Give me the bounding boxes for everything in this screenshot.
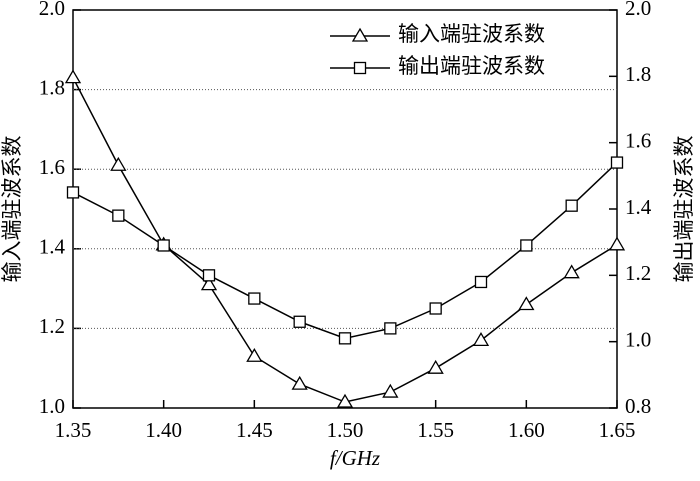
- square-marker: [565, 199, 578, 212]
- triangle-marker: [246, 347, 263, 362]
- square-marker: [293, 315, 306, 328]
- x-tick-label: 1.55: [417, 418, 454, 442]
- y2-tick-label: 2.0: [625, 0, 651, 20]
- square-marker: [202, 269, 216, 282]
- square-marker: [112, 209, 125, 222]
- x-tick-label: 1.60: [508, 418, 545, 442]
- y-tick-label: 1.4: [39, 235, 66, 259]
- y2-tick-label: 1.6: [625, 128, 651, 152]
- triangle-marker: [110, 156, 127, 171]
- square-marker: [429, 302, 442, 315]
- triangle-marker: [608, 236, 626, 251]
- triangle-marker: [336, 393, 354, 408]
- x-tick-label: 1.45: [236, 418, 273, 442]
- y-tick-label: 1.6: [39, 155, 65, 179]
- y2-tick-label: 1.2: [625, 261, 651, 285]
- square-marker: [520, 239, 533, 252]
- triangle-marker: [200, 276, 218, 291]
- square-marker: [338, 332, 352, 345]
- y-axis-label: 输入端驻波系数: [0, 136, 24, 283]
- triangle-marker: [382, 383, 399, 398]
- y-tick-label: 1.8: [39, 75, 65, 99]
- x-tick-label: 1.65: [599, 418, 636, 442]
- square-marker: [157, 239, 170, 252]
- y2-tick-label: 0.8: [625, 394, 651, 418]
- y2-tick-label: 1.8: [625, 62, 651, 86]
- square-marker: [248, 292, 261, 305]
- triangle-marker: [291, 375, 308, 390]
- x-tick-label: 1.50: [327, 418, 364, 442]
- y-tick-label: 1.0: [39, 394, 65, 418]
- legend-label: 输出端驻波系数: [398, 54, 545, 78]
- square-marker: [66, 186, 80, 199]
- x-tick-label: 1.35: [55, 418, 92, 442]
- square-marker: [474, 275, 488, 289]
- x-axis-label: f/GHz: [330, 446, 380, 470]
- legend-label: 输入端驻波系数: [398, 22, 545, 46]
- square-marker: [353, 61, 367, 75]
- triangle-marker: [518, 296, 535, 311]
- triangle-marker: [472, 332, 490, 346]
- y2-tick-label: 1.4: [625, 195, 652, 219]
- x-tick-label: 1.40: [145, 418, 182, 442]
- square-marker: [610, 156, 624, 169]
- y-tick-label: 2.0: [39, 0, 65, 20]
- triangle-marker: [351, 27, 369, 42]
- y2-axis-label: 输出端驻波系数: [672, 136, 696, 283]
- y2-tick-label: 1.0: [625, 327, 651, 351]
- triangle-marker: [427, 359, 444, 374]
- triangle-marker: [64, 69, 82, 84]
- triangle-marker: [563, 264, 580, 279]
- square-marker: [384, 322, 397, 335]
- y-tick-label: 1.2: [39, 314, 65, 338]
- series-line: [72, 162, 618, 340]
